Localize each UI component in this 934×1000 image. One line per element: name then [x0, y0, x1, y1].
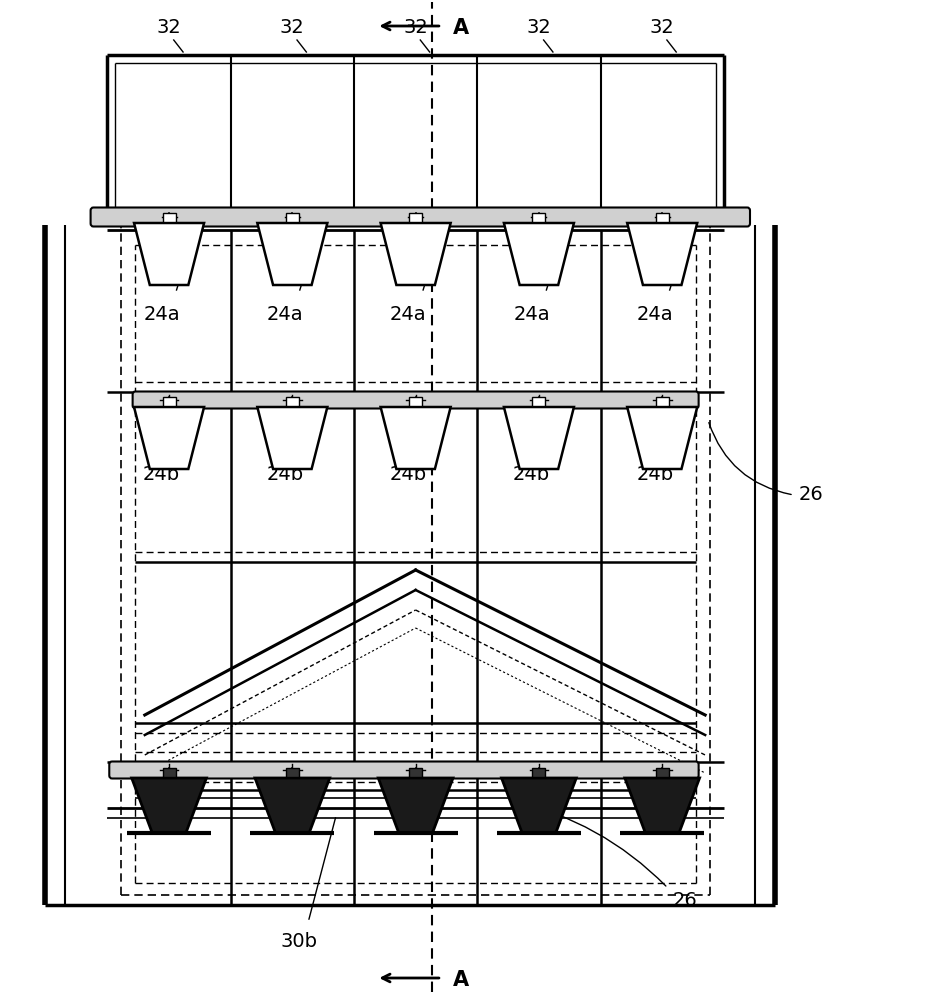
Bar — [163, 213, 176, 222]
Bar — [409, 768, 422, 777]
Bar — [656, 397, 669, 406]
Polygon shape — [134, 407, 205, 469]
FancyBboxPatch shape — [91, 207, 750, 226]
Text: 24b: 24b — [389, 465, 427, 484]
Text: 24a: 24a — [389, 305, 427, 324]
Text: 24b: 24b — [266, 465, 304, 484]
Text: 24a: 24a — [143, 305, 180, 324]
Polygon shape — [625, 778, 700, 833]
Text: 32: 32 — [280, 18, 304, 37]
Polygon shape — [628, 223, 697, 285]
Text: 24a: 24a — [636, 305, 673, 324]
Text: 24b: 24b — [513, 465, 550, 484]
Text: 26: 26 — [672, 890, 697, 910]
Polygon shape — [504, 407, 573, 469]
Bar — [163, 768, 176, 777]
Bar — [286, 397, 299, 406]
Text: 26: 26 — [799, 486, 823, 504]
Bar — [286, 768, 299, 777]
Text: 32: 32 — [527, 18, 551, 37]
Bar — [532, 397, 545, 406]
Polygon shape — [628, 407, 697, 469]
FancyBboxPatch shape — [133, 391, 699, 408]
Polygon shape — [378, 778, 453, 833]
Text: 24a: 24a — [513, 305, 550, 324]
Bar — [532, 213, 545, 222]
Text: A: A — [453, 970, 469, 990]
FancyBboxPatch shape — [109, 762, 699, 778]
Bar — [163, 397, 176, 406]
Polygon shape — [502, 778, 576, 833]
Bar — [656, 213, 669, 222]
Text: 24a: 24a — [266, 305, 304, 324]
Text: 32: 32 — [650, 18, 674, 37]
Polygon shape — [134, 223, 205, 285]
Bar — [532, 768, 545, 777]
Text: 32: 32 — [403, 18, 428, 37]
Bar — [409, 397, 422, 406]
Polygon shape — [255, 778, 330, 833]
Bar — [409, 213, 422, 222]
Text: 32: 32 — [157, 18, 181, 37]
Text: 24b: 24b — [143, 465, 180, 484]
Polygon shape — [381, 223, 450, 285]
Text: 24b: 24b — [636, 465, 673, 484]
Bar — [656, 768, 669, 777]
Bar — [286, 213, 299, 222]
Polygon shape — [504, 223, 573, 285]
Polygon shape — [381, 407, 450, 469]
Text: 30b: 30b — [280, 932, 318, 951]
Polygon shape — [258, 223, 327, 285]
Text: A: A — [453, 18, 469, 38]
Polygon shape — [132, 778, 206, 833]
Polygon shape — [258, 407, 327, 469]
